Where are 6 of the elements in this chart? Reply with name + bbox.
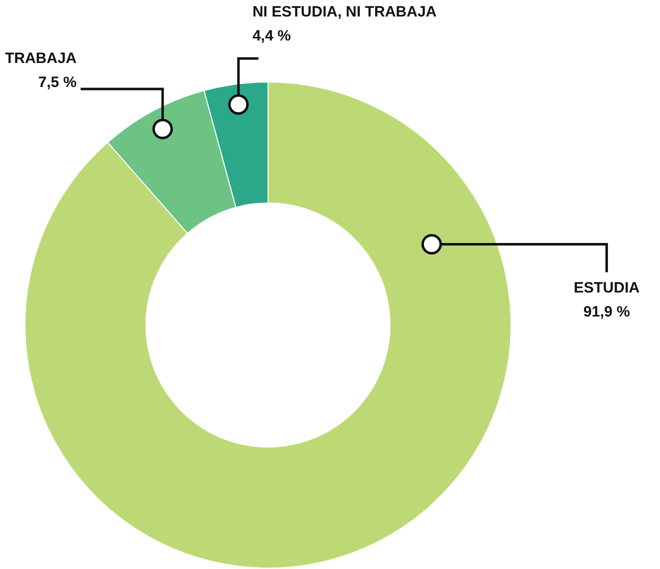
data-label: 7,5 % — [38, 74, 77, 92]
data-label: 4,4 % — [252, 27, 291, 44]
slice-label: NI ESTUDIA, NI TRABAJA — [252, 3, 437, 20]
slice-label: TRABAJA — [4, 50, 77, 68]
slice-label: ESTUDIA — [574, 279, 640, 296]
data-label: 91,9 % — [583, 303, 630, 320]
